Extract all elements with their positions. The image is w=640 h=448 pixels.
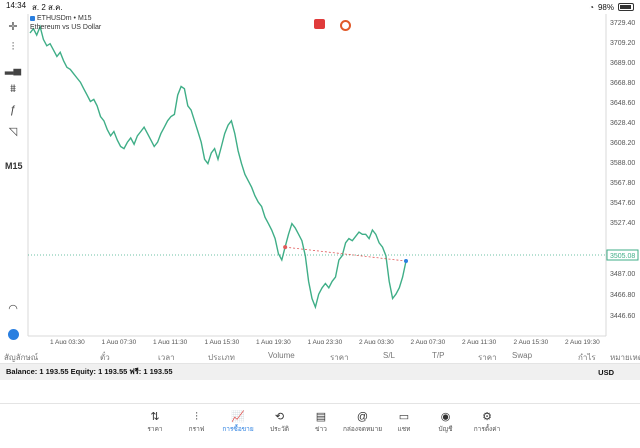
mail-icon: @ bbox=[356, 411, 369, 423]
price-tick-label: 3729.40 bbox=[610, 20, 635, 27]
timeframe-label[interactable]: M15 bbox=[5, 161, 23, 171]
status-time: 14:34 bbox=[6, 0, 27, 10]
settings-icon: ⚙ bbox=[482, 411, 492, 423]
nav-item-7[interactable]: ▭ แชท bbox=[384, 410, 424, 434]
account-icon: ◉ bbox=[440, 411, 451, 423]
nav-item-label: กล่องจดหมาย bbox=[342, 426, 383, 433]
nav-item-5[interactable]: ▤ ข่าว bbox=[301, 410, 341, 434]
balance-text: Balance: 1 193.55 Equity: 1 193.55 ฟรี: … bbox=[6, 367, 173, 376]
time-tick-label: 2 Aug 11:30 bbox=[462, 339, 497, 344]
nav-item-8[interactable]: ◉ บัญชี bbox=[426, 410, 466, 434]
price-tick-label: 3466.80 bbox=[610, 292, 635, 299]
time-tick-label: 1 Aug 11:30 bbox=[153, 339, 188, 344]
time-tick-label: 2 Aug 03:30 bbox=[359, 339, 394, 344]
trend-line-start-point[interactable] bbox=[283, 245, 288, 250]
trade-toggle-icon[interactable] bbox=[340, 20, 351, 31]
nav-item-2[interactable]: ⫶ กราฟ bbox=[177, 410, 217, 434]
nav-item-label: กราฟ bbox=[188, 426, 205, 433]
time-tick-label: 2 Aug 15:30 bbox=[514, 339, 549, 344]
symbol-color-icon bbox=[30, 15, 35, 21]
one-click-sell-icon[interactable] bbox=[314, 19, 325, 29]
table-column-header[interactable]: สัญลักษณ์ bbox=[4, 353, 39, 362]
symbol-info: ETHUSDm • M15 Ethereum vs US Dollar bbox=[30, 14, 101, 32]
speed-icon[interactable]: ◠ bbox=[8, 302, 18, 315]
time-tick-label: 2 Aug 19:30 bbox=[565, 339, 600, 344]
table-column-header[interactable]: เวลา bbox=[158, 353, 175, 362]
table-column-header[interactable]: Volume bbox=[268, 351, 295, 360]
chart-toolbar: ✛ ⫶ ▂▄ ⩩ ƒ ◹ M15 ◠ bbox=[0, 14, 26, 344]
price-tick-label: 3608.20 bbox=[610, 140, 635, 147]
chart-svg[interactable]: 3729.40 3709.20 3689.00 3668.80 3648.60 3628.… bbox=[0, 14, 640, 346]
table-column-header[interactable]: S/L bbox=[383, 351, 396, 360]
time-tick-label: 1 Aug 07:30 bbox=[102, 339, 137, 344]
table-column-header[interactable]: T/P bbox=[432, 351, 445, 360]
price-tick-label: 3446.60 bbox=[610, 313, 635, 320]
wifi-icon: ◔ bbox=[589, 2, 594, 12]
current-price-box bbox=[606, 249, 639, 261]
battery-icon bbox=[618, 3, 634, 11]
status-bar: 14:34 ส. 2 ส.ค. ◔ 98% bbox=[0, 0, 640, 14]
shapes-icon[interactable]: ◹ bbox=[8, 125, 18, 138]
time-tick-label: 1 Aug 23:30 bbox=[308, 339, 343, 344]
quotes-icon: ⇅ bbox=[150, 411, 160, 423]
price-tick-label: 3527.40 bbox=[610, 220, 635, 227]
time-tick-label: 1 Aug 15:30 bbox=[205, 339, 240, 344]
status-battery: 98% bbox=[597, 2, 614, 12]
price-tick-label: 3567.80 bbox=[610, 180, 635, 187]
status-date: ส. 2 ส.ค. bbox=[32, 2, 63, 12]
nav-item-3[interactable]: 📈 การซื้อขาย bbox=[218, 410, 258, 434]
price-tick-label: 3505.08 bbox=[610, 253, 635, 260]
price-tick-label: 3709.20 bbox=[610, 40, 635, 47]
trend-line-end-point[interactable] bbox=[404, 259, 408, 264]
indicators-icon[interactable]: ⩩ bbox=[10, 82, 16, 95]
symbol-description: Ethereum vs US Dollar bbox=[30, 24, 102, 31]
history-icon: ⟲ bbox=[274, 411, 285, 423]
time-tick-label: 2 Aug 07:30 bbox=[411, 339, 446, 344]
nav-item-1[interactable]: ⇅ ราคา bbox=[135, 410, 175, 434]
nav-item-label: บัญชี bbox=[438, 426, 453, 433]
table-column-header[interactable]: ราคา bbox=[478, 353, 497, 362]
nav-item-label: แชท bbox=[397, 426, 411, 433]
table-column-header[interactable]: หมายเหตุ bbox=[610, 353, 640, 362]
balance-currency: USD bbox=[598, 367, 614, 377]
function-icon[interactable]: ƒ bbox=[9, 104, 17, 116]
price-series-line bbox=[29, 24, 407, 310]
app-logo-icon[interactable] bbox=[4, 326, 22, 342]
trade-icon: 📈 bbox=[231, 411, 245, 423]
bars-icon[interactable]: ▂▄ bbox=[4, 62, 22, 75]
table-column-header[interactable]: ตั๋ว bbox=[100, 353, 110, 362]
table-column-header[interactable]: ประเภท bbox=[208, 353, 235, 362]
nav-item-6[interactable]: @ กล่องจดหมาย bbox=[343, 410, 383, 434]
price-tick-label: 3648.60 bbox=[610, 100, 635, 107]
table-column-header[interactable]: ราคา bbox=[330, 353, 349, 362]
chat-icon: ▭ bbox=[398, 411, 410, 423]
nav-item-label: การตั้งค่า bbox=[473, 426, 501, 433]
balance-bar: Balance: 1 193.55 Equity: 1 193.55 ฟรี: … bbox=[0, 364, 640, 380]
nav-item-label: ประวัติ bbox=[270, 426, 289, 433]
crosshair-icon[interactable]: ✛ bbox=[8, 20, 18, 33]
price-chart[interactable]: 3729.40 3709.20 3689.00 3668.80 3648.60 3628.… bbox=[0, 14, 640, 346]
time-tick-label: 1 Aug 03:30 bbox=[50, 339, 85, 344]
time-tick-label: 1 Aug 19:30 bbox=[256, 339, 291, 344]
trend-line[interactable] bbox=[285, 246, 407, 262]
candles-icon[interactable]: ⫶ bbox=[11, 40, 15, 53]
symbol-name: ETHUSDm • M15 bbox=[37, 15, 92, 22]
table-column-header[interactable]: Swap bbox=[512, 351, 533, 360]
price-tick-label: 3628.40 bbox=[610, 120, 635, 127]
nav-item-4[interactable]: ⟲ ประวัติ bbox=[260, 410, 300, 434]
table-column-header[interactable]: กำไร bbox=[578, 353, 596, 362]
price-tick-label: 3689.00 bbox=[610, 60, 635, 67]
chart-icon: ⫶ bbox=[195, 411, 198, 423]
news-icon: ▤ bbox=[315, 411, 327, 423]
nav-item-label: ราคา bbox=[147, 426, 163, 433]
price-tick-label: 3487.00 bbox=[610, 271, 635, 278]
trade-table-header: สัญลักษณ์ ตั๋ว เวลา ประเภท Volume ราคา S/L T/P ร… bbox=[0, 347, 640, 364]
price-tick-label: 3547.60 bbox=[610, 200, 635, 207]
nav-item-9[interactable]: ⚙ การตั้งค่า bbox=[467, 410, 507, 434]
bottom-navigation: ⇅ ราคา ⫶ กราฟ 📈 การซื้อขาย ⟲ ประวัติ ▤ ข่าว @ กล่อง… bbox=[0, 403, 640, 448]
price-tick-label: 3668.80 bbox=[610, 80, 635, 87]
nav-item-label: การซื้อขาย bbox=[222, 426, 254, 433]
nav-item-label: ข่าว bbox=[315, 426, 327, 433]
price-tick-label: 3588.00 bbox=[610, 160, 635, 167]
